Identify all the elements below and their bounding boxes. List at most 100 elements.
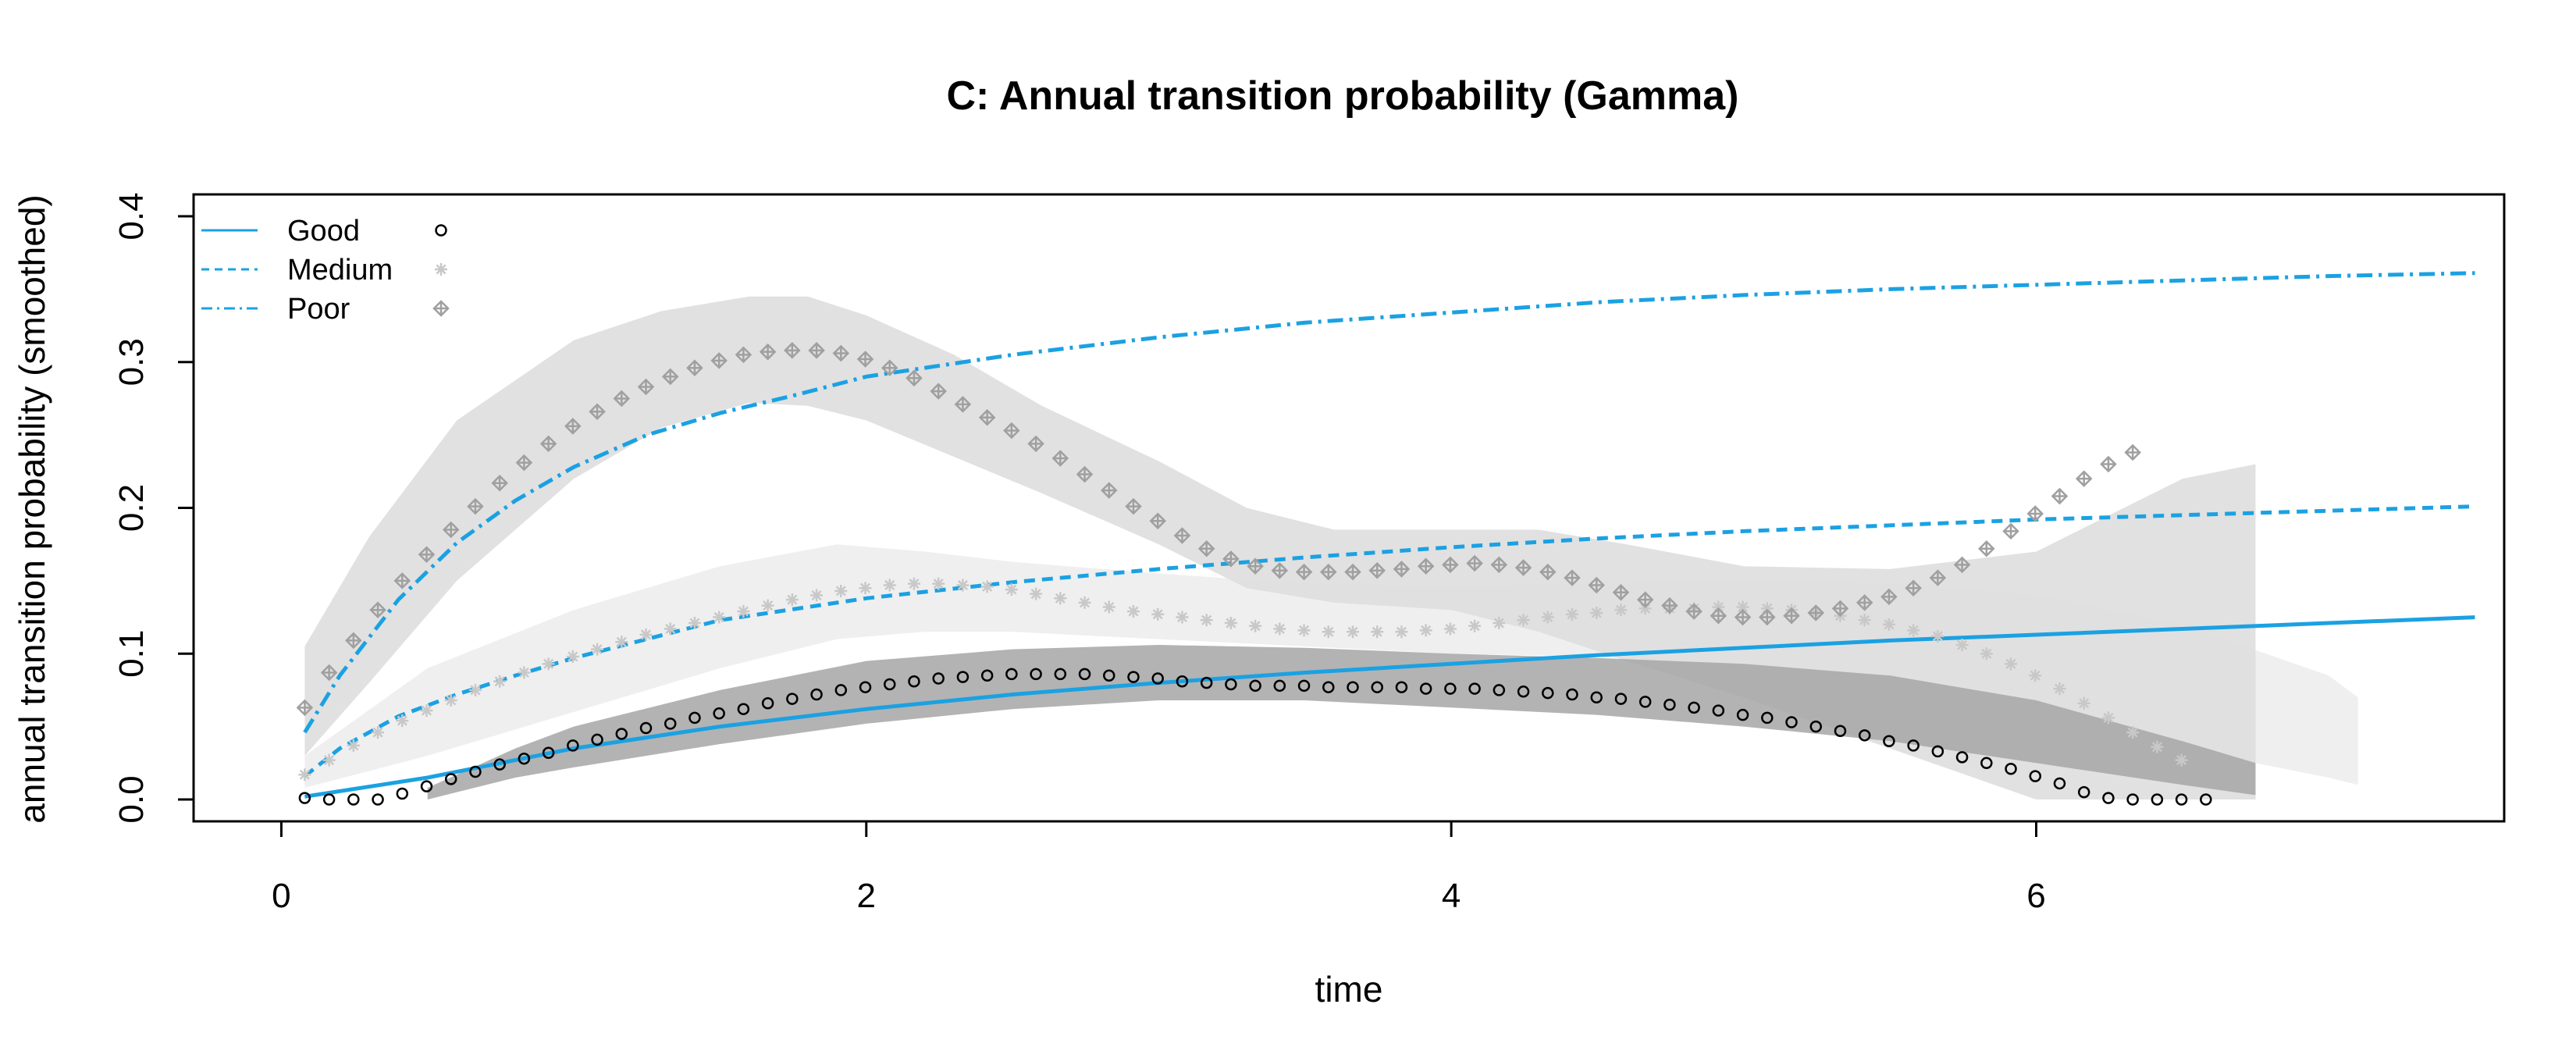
point-poor <box>1783 607 1800 625</box>
point-medium <box>1078 596 1091 609</box>
point-poor <box>832 344 850 362</box>
point-medium <box>932 577 945 590</box>
point-poor <box>1368 562 1386 579</box>
line-poor <box>303 271 2475 734</box>
point-good <box>1980 757 1993 770</box>
point-medium <box>1760 602 1774 615</box>
point-medium <box>1371 625 1384 639</box>
point-poor <box>637 378 655 396</box>
x-tick-label: 4 <box>1442 877 1461 915</box>
x-axis: 0 2 4 6 <box>272 820 2046 915</box>
point-poor <box>564 418 582 435</box>
point-poor <box>1393 561 1411 578</box>
point-good <box>713 707 725 720</box>
point-good <box>2029 770 2042 782</box>
point-good <box>1761 711 1774 725</box>
point-poor <box>1003 422 1020 440</box>
point-poor <box>1197 540 1215 557</box>
y-axis-title: annual transition probability (smoothed) <box>12 194 52 823</box>
point-medium <box>1566 607 1579 621</box>
point-medium <box>298 768 311 782</box>
point-medium <box>518 666 531 679</box>
x-axis-title: time <box>1315 969 1383 1009</box>
y-tick-label: 0.4 <box>112 192 151 240</box>
point-poor <box>539 435 557 453</box>
point-good <box>1444 682 1457 695</box>
point-medium <box>566 650 579 663</box>
point-medium <box>2101 711 2115 725</box>
point-medium <box>1955 639 1969 652</box>
point-good <box>493 758 506 771</box>
point-good <box>1517 685 1530 698</box>
point-poor <box>320 664 338 682</box>
point-medium <box>1614 604 1628 617</box>
point-good <box>1273 679 1286 693</box>
point-good <box>761 696 774 710</box>
legend-label-poor: Poor <box>287 293 350 326</box>
point-poor <box>515 454 533 472</box>
point-poor <box>2124 443 2141 461</box>
point-good <box>980 669 994 682</box>
point-medium <box>639 628 653 641</box>
point-medium <box>1322 625 1335 639</box>
point-poor <box>296 699 314 717</box>
point-good <box>1907 739 1920 752</box>
point-good <box>1078 668 1091 681</box>
point-medium <box>1054 592 1067 605</box>
point-poor <box>1490 556 1508 574</box>
point-good <box>1834 725 1847 737</box>
point-medium <box>347 739 360 752</box>
point-poor <box>1929 569 1947 586</box>
legend-marker-poor <box>432 300 450 317</box>
point-poor <box>735 346 753 364</box>
point-good <box>1468 682 1481 695</box>
point-poor <box>1271 562 1289 579</box>
point-good <box>420 780 433 792</box>
observed-points <box>296 342 2212 806</box>
point-good <box>1858 729 1871 742</box>
point-poor <box>467 497 484 515</box>
point-poor <box>1514 559 1532 576</box>
line-good <box>304 615 2475 799</box>
point-medium <box>810 589 824 602</box>
point-good <box>1419 682 1432 695</box>
point-good <box>1322 681 1335 693</box>
point-medium <box>907 577 920 590</box>
point-poor <box>930 383 947 400</box>
point-medium <box>859 582 872 595</box>
point-good <box>615 728 628 740</box>
point-poor <box>2100 455 2117 473</box>
point-medium <box>2151 740 2164 753</box>
point-poor <box>808 342 825 359</box>
point-good <box>1151 672 1164 685</box>
point-poor <box>1880 588 1898 606</box>
point-poor <box>1588 576 1605 594</box>
point-poor <box>1344 563 1361 581</box>
y-tick-label: 0.1 <box>112 630 151 678</box>
point-poor <box>1831 600 1849 618</box>
point-good <box>737 703 750 715</box>
point-poor <box>1051 450 1069 467</box>
point-good <box>1590 691 1603 704</box>
point-good <box>1931 745 1944 758</box>
point-good <box>347 793 360 806</box>
point-medium <box>1176 611 1189 624</box>
point-medium <box>1126 605 1140 618</box>
point-poor <box>710 352 728 369</box>
point-medium <box>1151 607 1165 621</box>
point-poor <box>345 632 362 650</box>
point-poor <box>393 572 411 589</box>
point-poor <box>589 403 606 421</box>
point-poor <box>442 521 460 539</box>
point-medium <box>980 580 994 593</box>
point-good <box>664 718 677 730</box>
point-poor <box>613 390 631 408</box>
point-medium <box>1443 622 1457 636</box>
point-medium <box>1347 625 1359 639</box>
point-poor <box>978 408 996 426</box>
point-medium <box>2175 753 2188 767</box>
point-medium <box>1102 600 1115 614</box>
point-good <box>1030 668 1042 681</box>
point-medium <box>1395 625 1408 639</box>
point-medium <box>1493 617 1506 630</box>
